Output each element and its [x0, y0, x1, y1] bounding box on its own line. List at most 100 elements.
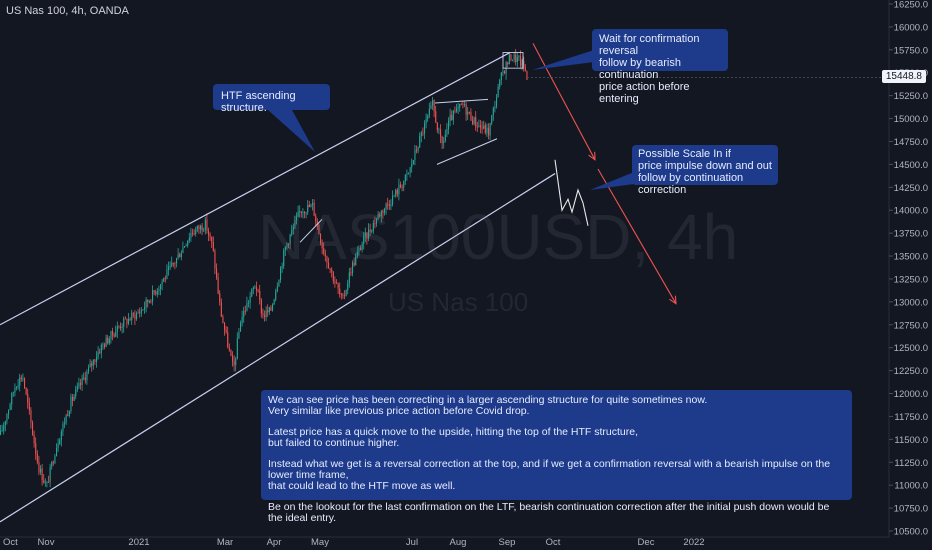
candle-body: [299, 211, 301, 213]
candle-body: [86, 371, 88, 381]
candle-body: [283, 250, 285, 267]
candle-body: [3, 425, 5, 431]
candle-body: [113, 334, 115, 337]
candle-body: [30, 410, 32, 423]
candle-body: [348, 272, 350, 284]
candle-body: [268, 307, 270, 313]
candle-body: [187, 240, 189, 246]
candle-body: [54, 455, 56, 463]
candle-body: [305, 212, 307, 214]
candle-body: [355, 256, 357, 266]
candle-body: [376, 218, 378, 224]
candle-body: [164, 277, 166, 279]
candle-body: [33, 434, 35, 444]
price-tick-label: 11250.0: [894, 458, 928, 469]
candle-body: [390, 204, 392, 206]
candle-body: [438, 129, 440, 131]
candle-body: [436, 122, 438, 131]
candle-body: [284, 246, 286, 251]
chart-title: US Nas 100, 4h, OANDA: [6, 5, 129, 17]
candle-body: [492, 107, 494, 116]
candle-body: [369, 229, 371, 232]
candle-body: [515, 54, 517, 63]
candle-body: [251, 289, 253, 297]
candle-body: [480, 125, 482, 128]
candle-body: [102, 344, 104, 346]
time-tick-label: Jul: [406, 537, 418, 548]
candle-body: [449, 114, 451, 121]
candle-body: [316, 221, 318, 226]
candle-body: [46, 482, 48, 483]
time-tick-label: Sep: [499, 537, 516, 548]
candle-body: [132, 313, 134, 315]
candle-body: [182, 247, 184, 253]
time-axis[interactable]: Oct Nov 2021 Mar Apr May Jul Aug Sep Oct Dec 2022: [0, 536, 889, 548]
candle-body: [366, 232, 368, 239]
candle-body: [513, 54, 515, 60]
candle-body: [65, 415, 67, 424]
callout-htf-structure[interactable]: HTF ascending structure.: [213, 84, 330, 114]
candle-body: [315, 215, 317, 222]
candle-body: [430, 105, 432, 109]
candle-body: [60, 431, 62, 441]
candle-body: [230, 349, 232, 356]
price-tick-label: 14250.0: [894, 183, 928, 194]
candle-body: [448, 120, 450, 130]
candle-body: [192, 233, 194, 235]
candle-body: [190, 233, 192, 238]
candle-body: [408, 172, 410, 174]
candle-body: [403, 181, 405, 188]
candle-body: [233, 361, 235, 366]
candle-body: [241, 316, 243, 324]
candle-body: [112, 330, 114, 335]
candle-body: [73, 396, 75, 401]
candle-body: [134, 314, 136, 320]
candle-body: [38, 461, 40, 473]
candle-body: [105, 337, 107, 347]
candle-body: [424, 123, 426, 134]
candle-body: [252, 287, 254, 290]
candle-body: [488, 127, 490, 136]
candle-body: [404, 174, 406, 182]
candle-body: [443, 141, 445, 144]
candle-body: [84, 377, 86, 381]
candle-body: [272, 304, 274, 311]
callout-wait-confirmation[interactable]: Wait for confirmation reversal follow by…: [592, 29, 728, 105]
candle-body: [137, 312, 139, 314]
candle-body: [67, 415, 69, 417]
candle-body: [520, 56, 522, 66]
candle-body: [163, 277, 165, 282]
candle-body: [72, 397, 74, 401]
candle-body: [128, 318, 130, 324]
candle-body: [19, 377, 21, 386]
candle-body: [473, 117, 475, 124]
price-tick-label: 13000.0: [894, 297, 928, 308]
candle-body: [16, 387, 18, 389]
time-tick-label: Dec: [638, 537, 655, 548]
candle-body: [118, 326, 120, 328]
candle-body: [465, 104, 467, 115]
candle-body: [216, 268, 218, 278]
candle-body: [75, 389, 77, 397]
candle-body: [384, 208, 386, 213]
price-tick-label: 16000.0: [894, 22, 928, 33]
channel-lower-line: [0, 173, 556, 523]
candle-body: [417, 147, 419, 151]
candle-body: [248, 302, 250, 304]
candle-body: [382, 210, 384, 213]
candle-body: [4, 421, 6, 426]
candle-body: [457, 107, 459, 109]
candle-body: [256, 287, 258, 291]
candle-body: [0, 430, 2, 435]
candle-body: [484, 125, 486, 134]
candle-body: [76, 386, 78, 390]
candle-body: [476, 126, 478, 128]
analysis-paragraph-4: Be on the lookout for the last confirmat…: [268, 501, 830, 524]
candle-body: [310, 204, 312, 208]
price-tick-label: 15000.0: [894, 114, 928, 125]
candle-body: [22, 378, 24, 380]
candle-body: [363, 236, 365, 244]
callout-scale-in[interactable]: Possible Scale In if price impulse down …: [632, 145, 778, 196]
analysis-note[interactable]: We can see price has been correcting in …: [261, 390, 852, 524]
candle-body: [414, 150, 416, 161]
